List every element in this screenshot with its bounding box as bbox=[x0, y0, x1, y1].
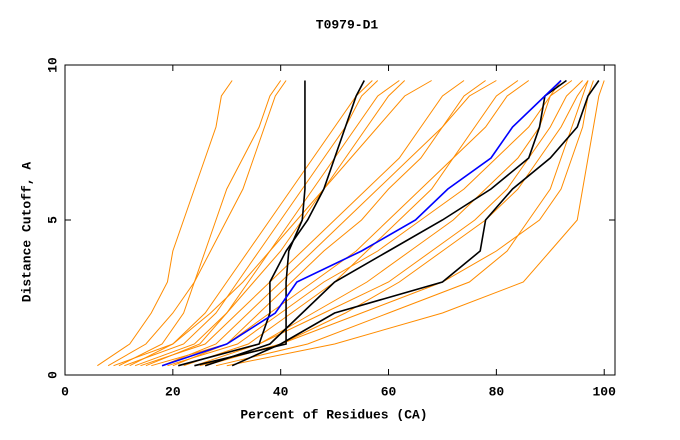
series-line bbox=[140, 80, 465, 367]
series-line bbox=[107, 80, 282, 367]
series-line bbox=[194, 80, 306, 367]
chart-title: T0979-D1 bbox=[316, 17, 379, 32]
series-line bbox=[204, 79, 567, 367]
series-line bbox=[124, 80, 379, 367]
series-line bbox=[145, 80, 406, 367]
series-line bbox=[129, 80, 373, 367]
x-tick-label: 80 bbox=[489, 384, 505, 399]
series-line bbox=[178, 80, 365, 367]
series-line bbox=[178, 80, 583, 367]
series-line bbox=[161, 80, 497, 367]
plot-frame bbox=[64, 64, 616, 376]
x-tick-label: 100 bbox=[593, 384, 617, 399]
series-line bbox=[226, 80, 605, 367]
y-tick-label: 10 bbox=[45, 57, 60, 73]
series-line bbox=[97, 80, 233, 367]
series-line bbox=[134, 80, 400, 367]
x-tick-label: 20 bbox=[165, 384, 181, 399]
series-line bbox=[183, 80, 530, 367]
y-tick-label: 0 bbox=[45, 371, 60, 379]
series-line bbox=[113, 80, 432, 367]
series-line bbox=[215, 80, 589, 367]
series-line bbox=[172, 80, 486, 367]
series-line bbox=[199, 80, 594, 367]
x-tick-label: 0 bbox=[61, 384, 69, 399]
series-line bbox=[161, 79, 562, 367]
y-tick-label: 5 bbox=[45, 216, 60, 224]
y-axis-label: Distance Cutoff, A bbox=[19, 162, 34, 303]
series-line bbox=[151, 80, 519, 367]
x-tick-label: 60 bbox=[381, 384, 397, 399]
x-tick-label: 40 bbox=[273, 384, 289, 399]
x-axis-label: Percent of Residues (CA) bbox=[240, 407, 427, 422]
series-line bbox=[194, 80, 562, 367]
series-line bbox=[118, 80, 287, 367]
series-line bbox=[231, 80, 600, 367]
